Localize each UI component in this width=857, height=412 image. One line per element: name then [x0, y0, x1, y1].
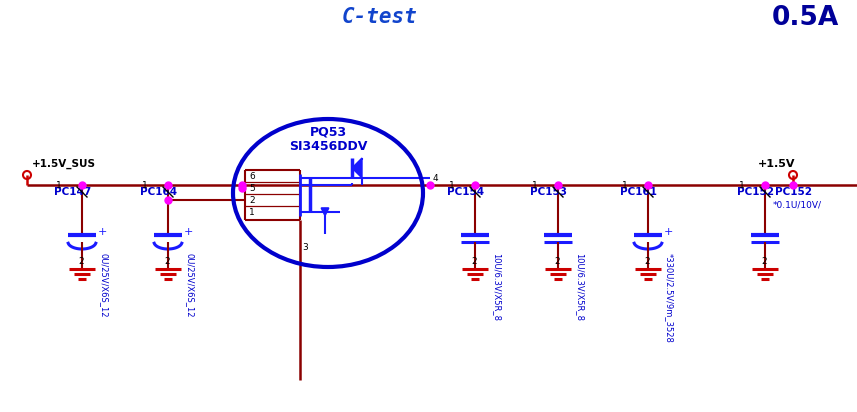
Text: 1: 1	[532, 181, 537, 190]
Text: +: +	[98, 227, 107, 237]
Text: 1: 1	[739, 181, 745, 190]
Text: 1: 1	[249, 208, 255, 216]
Text: 2: 2	[249, 196, 255, 204]
Text: 6: 6	[249, 171, 255, 180]
Text: PC147: PC147	[54, 187, 91, 197]
Text: 10U/6.3V/X5R_8: 10U/6.3V/X5R_8	[575, 253, 584, 321]
Text: 2: 2	[554, 257, 560, 266]
Text: 0U/25V/X6S_12: 0U/25V/X6S_12	[185, 253, 194, 318]
Text: 0U/25V/X6S_12: 0U/25V/X6S_12	[99, 253, 108, 318]
Text: 1: 1	[56, 181, 62, 190]
Text: 2: 2	[164, 257, 170, 266]
Text: 1: 1	[622, 181, 627, 190]
Text: +: +	[184, 227, 194, 237]
Polygon shape	[352, 158, 362, 178]
Text: 2: 2	[78, 257, 84, 266]
Text: 2: 2	[761, 257, 767, 266]
Text: 2: 2	[471, 257, 476, 266]
Text: 3: 3	[302, 243, 308, 252]
Text: *330U/2.5V/9m_3528: *330U/2.5V/9m_3528	[665, 253, 674, 343]
Text: PC152: PC152	[737, 187, 774, 197]
Text: PC164: PC164	[140, 187, 177, 197]
Text: +1.5V_SUS: +1.5V_SUS	[32, 159, 96, 169]
Text: 1: 1	[142, 181, 147, 190]
Text: PC161: PC161	[620, 187, 657, 197]
Text: 5: 5	[249, 183, 255, 192]
Text: 4: 4	[433, 174, 439, 183]
Text: +: +	[664, 227, 674, 237]
Text: PC154: PC154	[447, 187, 484, 197]
Text: +1.5V: +1.5V	[758, 159, 795, 169]
Text: SI3456DDV: SI3456DDV	[289, 140, 367, 153]
Text: 1: 1	[449, 181, 455, 190]
Text: PC153: PC153	[530, 187, 567, 197]
Text: C-test: C-test	[342, 7, 418, 27]
Text: PQ53: PQ53	[309, 125, 346, 138]
Text: 0.5A: 0.5A	[771, 5, 839, 31]
Text: *0.1U/10V/: *0.1U/10V/	[773, 200, 822, 209]
Text: 10U/6.3V/X5R_8: 10U/6.3V/X5R_8	[492, 253, 501, 321]
Text: PC152: PC152	[775, 187, 812, 197]
Text: 2: 2	[644, 257, 650, 266]
